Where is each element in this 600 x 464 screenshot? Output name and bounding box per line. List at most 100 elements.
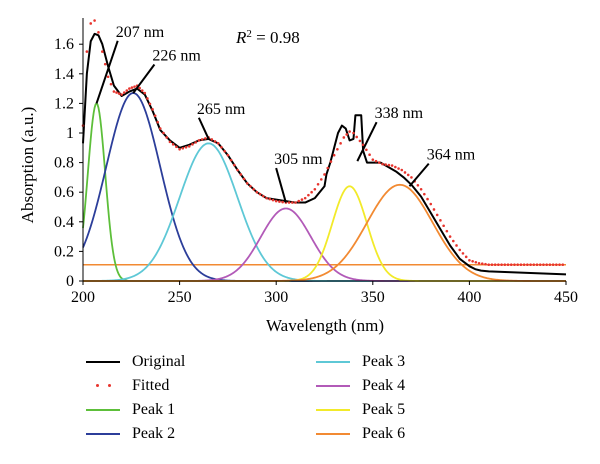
x-tick-label: 200 xyxy=(71,289,95,306)
y-axis-title: Absorption (a.u.) xyxy=(18,107,37,224)
fitted-point xyxy=(319,178,323,181)
fitted-point xyxy=(397,167,400,170)
fitted-point xyxy=(435,213,439,217)
fitted-point xyxy=(384,163,387,166)
fitted-point xyxy=(128,87,131,90)
fitted-point xyxy=(133,85,136,88)
fitted-point xyxy=(506,263,510,267)
fitted-point xyxy=(278,200,281,203)
fitted-point xyxy=(490,263,494,267)
fitted-point xyxy=(168,140,172,144)
fitted-point xyxy=(274,199,278,203)
fitted-point xyxy=(287,201,291,204)
annotation-leader xyxy=(95,40,119,104)
legend-label: Peak 3 xyxy=(362,353,406,370)
fitted-point xyxy=(125,89,129,92)
fitted-point xyxy=(513,263,516,267)
fitted-point xyxy=(332,153,336,157)
fitted-point xyxy=(162,131,165,135)
fitted-point xyxy=(555,263,558,267)
fitted-point xyxy=(294,201,297,204)
fitted-point xyxy=(535,263,539,267)
fitted-point xyxy=(178,147,181,151)
legend-label: Peak 1 xyxy=(132,401,176,418)
fitted-point xyxy=(352,131,355,135)
fitted-point xyxy=(403,171,407,174)
annotation-label: 338 nm xyxy=(375,105,424,122)
annotation-leader xyxy=(408,162,430,187)
fitted-point xyxy=(233,163,236,167)
annotation-label: 364 nm xyxy=(427,147,476,164)
legend-item-peak-6: Peak 6 xyxy=(316,422,405,446)
fitted-point xyxy=(239,173,243,176)
fitted-point xyxy=(151,108,154,111)
fitted-point xyxy=(165,136,169,139)
legend-swatch xyxy=(316,379,350,393)
annotation-leader xyxy=(275,167,287,203)
legend-swatch xyxy=(316,427,350,441)
y-tick-label: 1.4 xyxy=(54,66,74,83)
fitted-point xyxy=(381,162,384,166)
fitted-point xyxy=(426,197,429,201)
fitted-point xyxy=(410,176,413,179)
fitted-point xyxy=(516,263,519,267)
fitted-point xyxy=(471,259,474,263)
legend-swatch xyxy=(86,403,120,417)
fitted-point xyxy=(303,196,307,200)
fitted-point xyxy=(394,165,397,169)
x-tick-label: 250 xyxy=(168,289,192,306)
legend-item-peak-3: Peak 3 xyxy=(316,350,405,374)
fitted-point xyxy=(148,102,152,106)
fitted-point xyxy=(323,173,326,176)
legend-label: Original xyxy=(132,353,186,370)
fitted-point xyxy=(223,149,226,153)
fitted-point xyxy=(493,263,497,267)
legend-label: Fitted xyxy=(132,377,170,394)
fitted-point xyxy=(358,139,362,143)
fitted-point xyxy=(439,219,442,222)
fitted-point xyxy=(204,137,207,140)
peak-6-series xyxy=(83,183,566,282)
fitted-point xyxy=(503,263,507,267)
fitted-point xyxy=(377,161,381,164)
r2-superscript: 2 xyxy=(246,28,252,40)
fitted-point xyxy=(345,133,349,136)
fitted-point xyxy=(171,143,175,146)
fitted-point xyxy=(458,248,462,252)
fitted-point xyxy=(175,145,178,149)
fitted-point xyxy=(545,263,548,267)
fitted-point xyxy=(216,142,220,145)
fitted-point xyxy=(390,164,394,167)
fitted-point xyxy=(400,168,404,172)
fitted-point xyxy=(342,136,346,139)
fitted-point xyxy=(551,263,555,267)
fitted-point xyxy=(156,120,159,124)
fitted-point xyxy=(197,139,201,142)
fitted-point xyxy=(374,159,378,163)
annotation-leader xyxy=(132,63,156,94)
fitted-point xyxy=(109,82,113,86)
fitted-point xyxy=(213,140,217,143)
fitted-point xyxy=(480,262,484,266)
fitted-series xyxy=(81,19,565,267)
fitted-point xyxy=(93,19,96,22)
peak-annotation: 226 nm xyxy=(132,47,201,94)
fitted-point xyxy=(191,143,194,146)
fitted-point xyxy=(181,146,185,150)
fitted-point xyxy=(120,93,123,96)
fitted-point xyxy=(194,141,197,144)
fitted-point xyxy=(103,62,107,66)
fitted-point xyxy=(85,50,89,53)
fitted-point xyxy=(509,263,513,267)
fitted-point xyxy=(115,91,118,94)
fitted-point xyxy=(101,50,104,53)
fitted-point xyxy=(423,192,426,196)
fitted-point xyxy=(542,263,545,267)
fitted-point xyxy=(561,263,565,267)
fitted-point xyxy=(229,158,233,162)
original-series xyxy=(82,32,567,276)
fitted-point xyxy=(474,260,478,264)
fitted-point xyxy=(361,143,365,147)
annotations-layer: 207 nm 226 nm 265 nm 305 nm 338 nm 364 nm xyxy=(95,24,476,203)
fitted-point xyxy=(140,89,144,92)
